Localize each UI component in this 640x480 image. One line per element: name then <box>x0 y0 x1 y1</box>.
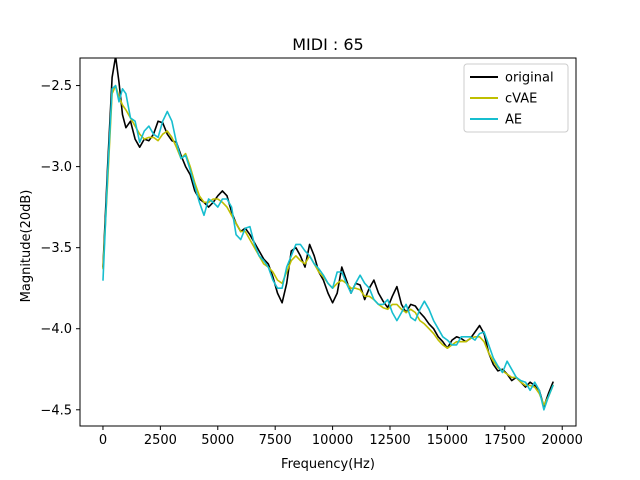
y-tick-label: −3.5 <box>40 241 72 256</box>
x-tick-label: 0 <box>99 433 107 448</box>
plot-area <box>102 58 554 411</box>
legend: original cVAE AE <box>463 63 569 133</box>
x-tick-label: 2500 <box>144 433 177 448</box>
x-tick-label: 10000 <box>312 433 353 448</box>
series-line-AE <box>102 84 554 411</box>
chart-title: MIDI : 65 <box>292 35 363 54</box>
legend-label-original: original <box>505 71 554 86</box>
legend-label-cVAE: cVAE <box>505 92 537 107</box>
y-tick-label: −4.5 <box>40 403 72 418</box>
x-tick-label: 17500 <box>484 433 525 448</box>
x-tick-label: 15000 <box>427 433 468 448</box>
axes-frame <box>79 57 577 427</box>
x-tick-label: 5000 <box>201 433 234 448</box>
axes: 0 2500 5000 7500 10000 12500 15000 17500 20000 −4… <box>40 57 583 448</box>
legend-box <box>463 63 569 133</box>
y-tick-label: −2.5 <box>40 79 72 94</box>
legend-label-AE: AE <box>505 113 522 128</box>
x-tick-label: 20000 <box>542 433 583 448</box>
x-tick-label: 12500 <box>369 433 410 448</box>
y-tick-label: −4.0 <box>40 322 72 337</box>
x-tick-label: 7500 <box>259 433 292 448</box>
x-axis-label: Frequency(Hz) <box>281 457 375 472</box>
y-tick-label: −3.0 <box>40 160 72 175</box>
y-axis-label: Magnitude(20dB) <box>19 190 34 303</box>
